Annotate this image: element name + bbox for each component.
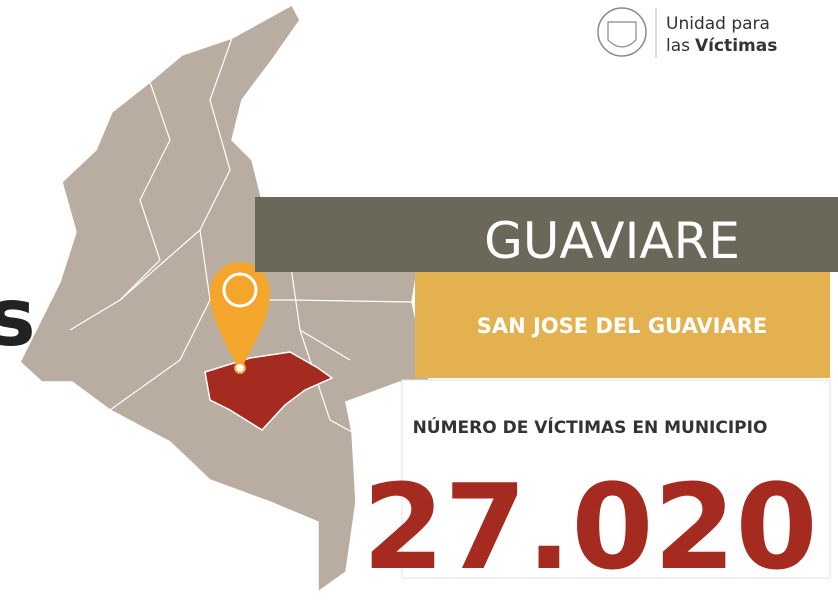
municipality-name: SAN JOSE DEL GUAVIARE (477, 314, 767, 338)
municipality-band (415, 272, 830, 378)
department-band (255, 197, 838, 286)
count-box (401, 379, 831, 579)
logo-prefix: las (666, 36, 690, 56)
department-name: GUAVIARE (484, 212, 740, 270)
map (19, 3, 434, 594)
count-value: 27.020 (362, 458, 817, 596)
logo: Unidad para las Víctimas (597, 7, 777, 58)
logo-line1: Unidad para (666, 14, 770, 34)
logo-line2: las Víctimas (666, 36, 777, 56)
logo-bold: Víctimas (695, 36, 777, 56)
location-pin (210, 262, 270, 374)
count-label: NÚMERO DE VÍCTIMAS EN MUNICIPIO (413, 416, 768, 438)
